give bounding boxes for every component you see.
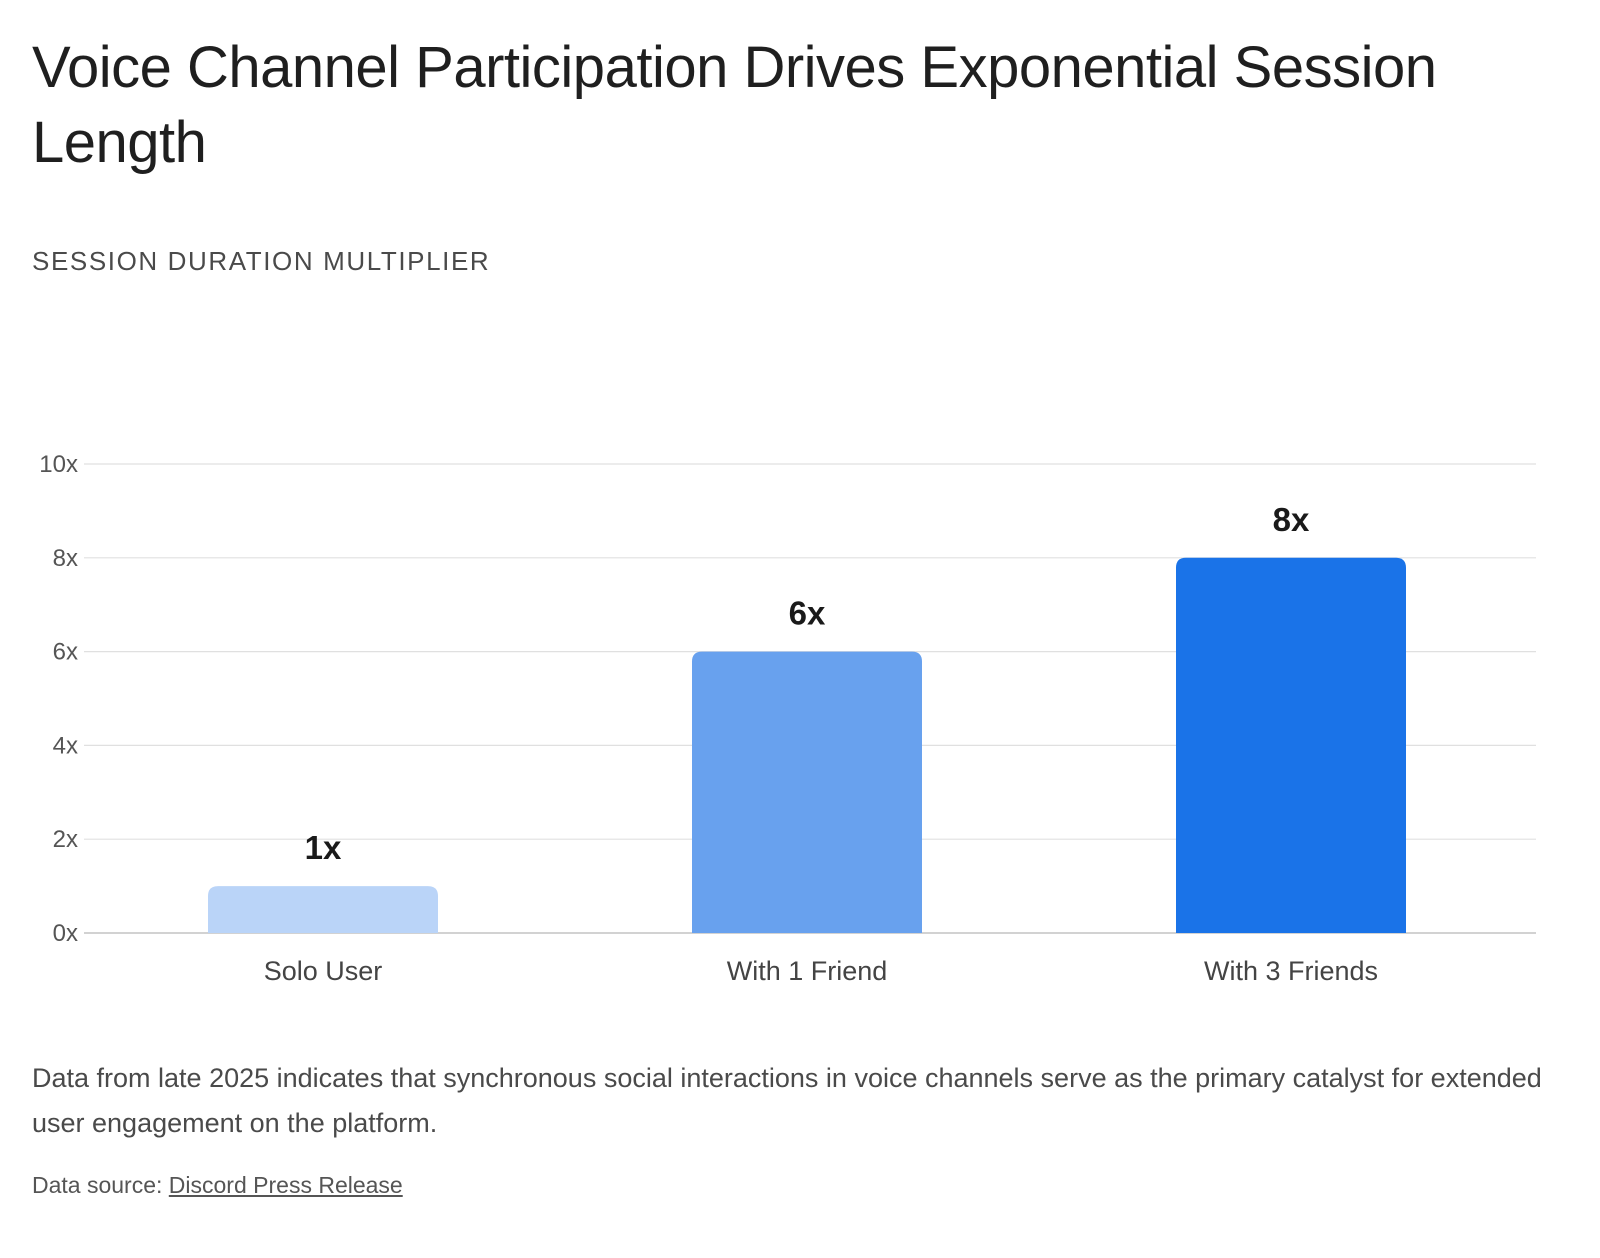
data-source-link[interactable]: Discord Press Release — [168, 1172, 403, 1198]
labels: 0x 2x 4x 6x 8x 10x 1x Solo User 6x With 1 Friend 8… — [39, 451, 1378, 986]
x-category-label: With 3 Friends — [1204, 956, 1378, 986]
chart-subtitle: SESSION DURATION MULTIPLIER — [32, 246, 491, 276]
y-tick-label: 4x — [53, 732, 78, 759]
bar — [1176, 557, 1406, 933]
bar — [208, 886, 438, 933]
bar-chart-svg: 0x 2x 4x 6x 8x 10x 1x Solo User 6x With 1 Friend 8… — [39, 451, 1536, 986]
x-category-label: Solo User — [264, 956, 383, 986]
page-title: Voice Channel Participation Drives Expon… — [32, 35, 1437, 175]
bar-chart: 0x 2x 4x 6x 8x 10x 1x Solo User 6x With 1 Friend 8… — [0, 420, 1600, 1020]
data-source-prefix: Data source: — [32, 1172, 163, 1198]
x-category-label: With 1 Friend — [727, 956, 888, 986]
y-tick-label: 6x — [53, 639, 78, 666]
data-source: Data source: Discord Press Release — [32, 1168, 403, 1202]
bar — [692, 651, 922, 933]
bars — [208, 557, 1406, 933]
y-tick-label: 8x — [53, 545, 78, 572]
data-label: 1x — [305, 829, 342, 866]
y-tick-label: 2x — [53, 826, 78, 853]
data-label: 8x — [1273, 501, 1310, 538]
y-tick-label: 10x — [39, 451, 78, 478]
data-label: 6x — [789, 595, 826, 632]
chart-caption: Data from late 2025 indicates that synch… — [32, 1063, 1542, 1138]
y-tick-label: 0x — [53, 920, 78, 947]
